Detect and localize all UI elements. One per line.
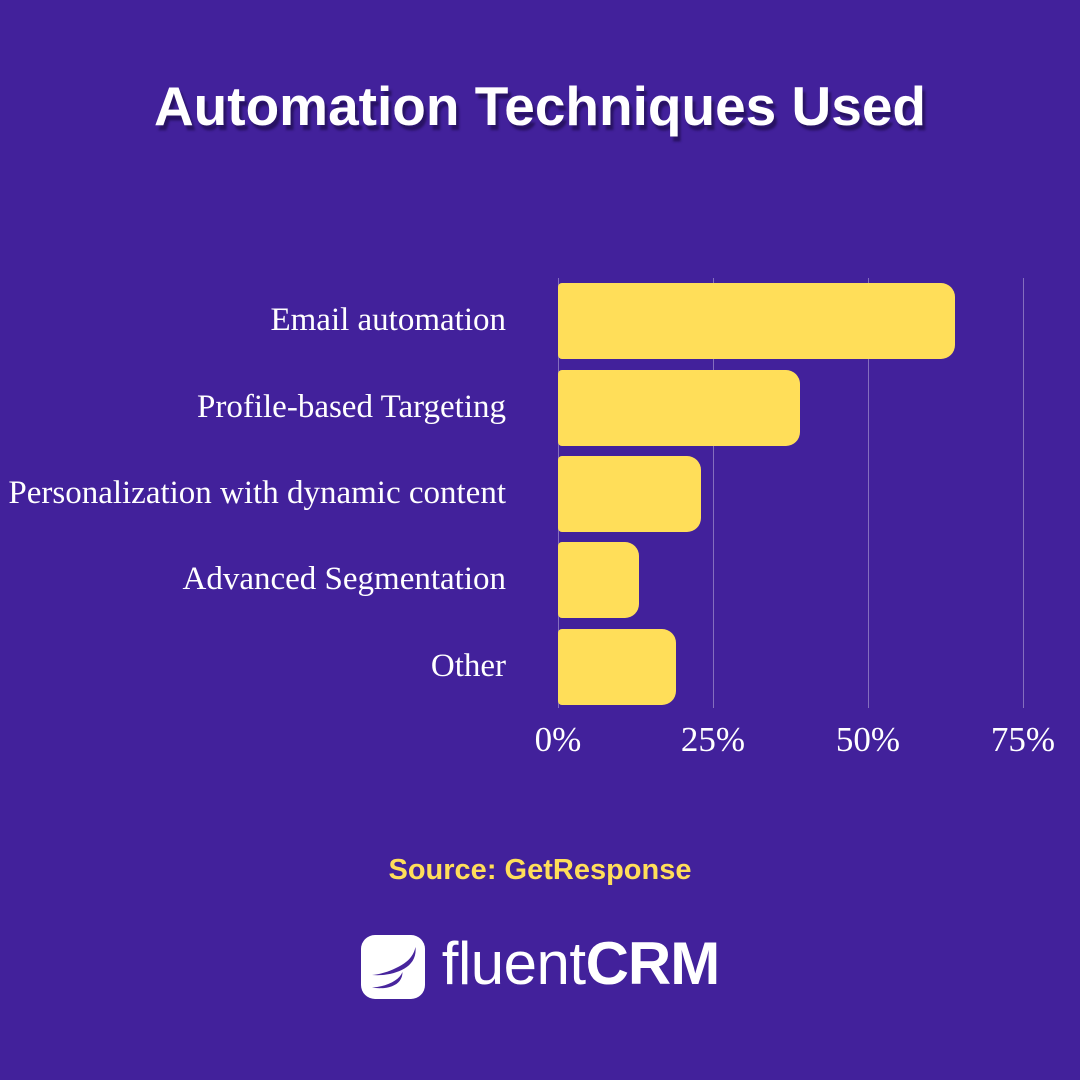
chart-rows: Email automation Profile-based Targeting P… xyxy=(0,278,1080,710)
bar-19pct xyxy=(558,628,676,705)
bar-row: Advanced Segmentation xyxy=(0,537,1080,623)
logo-text-fluent: fluent xyxy=(441,930,586,997)
bar-row: Profile-based Targeting xyxy=(0,364,1080,450)
x-tick-label: 50% xyxy=(835,720,901,759)
gridline-25 xyxy=(713,278,714,708)
chart-title: Automation Techniques Used xyxy=(153,75,927,137)
source-caption: Source: GetResponse xyxy=(388,854,692,886)
gridline-50 xyxy=(868,278,869,708)
bar-13pct xyxy=(558,542,639,619)
fluentcrm-logo: fluentCRM xyxy=(0,934,1080,1000)
category-label: Profile-based Targeting xyxy=(197,388,506,425)
fluentcrm-swoosh-icon xyxy=(360,935,425,999)
gridline-75 xyxy=(1023,278,1024,708)
category-label: Personalization with dynamic content xyxy=(8,475,506,511)
bar-row: Email automation xyxy=(0,278,1080,364)
bar-row: Other xyxy=(0,624,1080,710)
bar-row: Personalization with dynamic content xyxy=(0,451,1080,537)
bar-39pct xyxy=(558,369,800,446)
logo-text-crm: CRM xyxy=(585,930,721,997)
bar-chart: Email automation Profile-based Targeting P… xyxy=(0,278,1080,768)
x-axis: 0% 25% 50% 75% xyxy=(535,708,1055,764)
bar-23pct xyxy=(558,455,701,532)
category-label: Email automation xyxy=(270,302,506,339)
category-label: Advanced Segmentation xyxy=(182,561,507,598)
category-label: Other xyxy=(430,647,506,684)
logo-wordmark: fluentCRM xyxy=(442,934,720,1000)
x-tick-label: 75% xyxy=(990,720,1056,759)
x-tick-label: 0% xyxy=(534,720,582,759)
x-tick-label: 25% xyxy=(680,720,746,759)
bar-64pct xyxy=(558,283,955,360)
